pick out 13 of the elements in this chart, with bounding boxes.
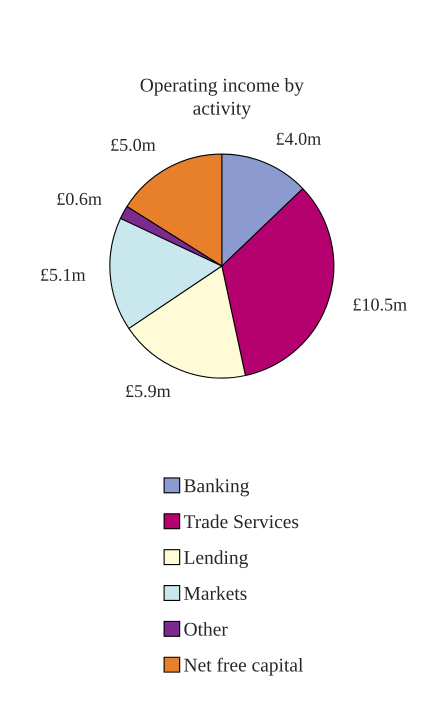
data-label: £10.5m — [354, 298, 407, 311]
data-label: £5.1m — [41, 268, 86, 281]
legend-label: Markets — [184, 586, 247, 600]
legend-label: Banking — [184, 478, 250, 496]
data-label: £4.0m — [276, 132, 321, 145]
data-label: £5.0m — [111, 138, 156, 152]
legend-label: Lending — [184, 550, 248, 568]
data-label: £5.9m — [126, 385, 170, 398]
legend-label: Net free capital — [184, 658, 303, 676]
data-label: £0.6m — [57, 192, 102, 206]
legend-label: Other — [184, 622, 228, 636]
legend-label: Trade Services — [184, 514, 298, 528]
chart-title: Operating income by activity — [140, 78, 304, 119]
